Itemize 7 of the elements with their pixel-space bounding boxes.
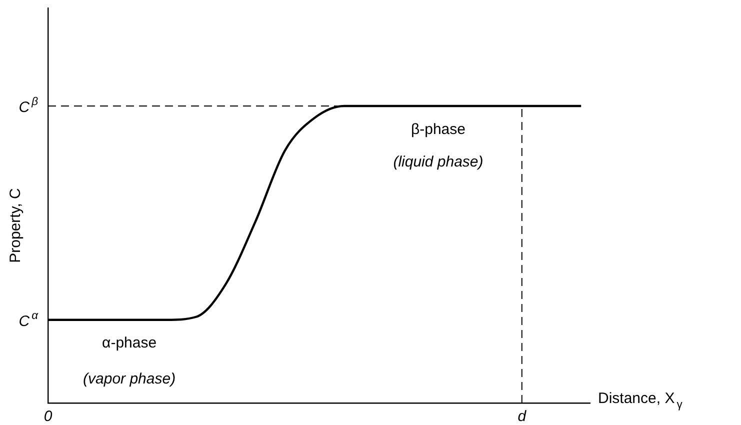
y-axis-title: Property, C bbox=[7, 188, 24, 263]
annotation: β-phase bbox=[410, 120, 466, 138]
x-tick-label: 0 bbox=[44, 408, 53, 425]
x-tick-label: d bbox=[518, 408, 527, 425]
annotation: (vapor phase) bbox=[83, 370, 176, 388]
annotation: α-phase bbox=[102, 334, 157, 352]
annotation: (liquid phase) bbox=[393, 154, 484, 171]
